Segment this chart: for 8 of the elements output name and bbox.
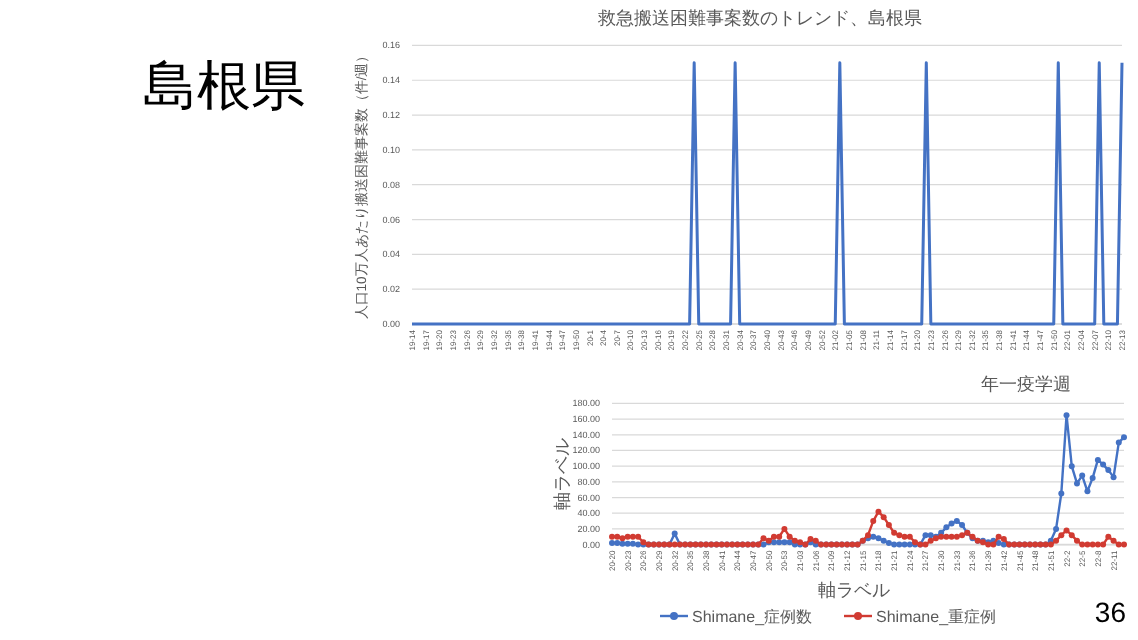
legend-label: Shimane_重症例 — [876, 608, 997, 626]
y-axis-title: 軸ラベル — [552, 438, 572, 510]
text: 36 — [1094, 596, 1127, 628]
legend-label: Shimane_症例数 — [692, 608, 813, 626]
x-axis-title: 年一疫学週 — [981, 374, 1071, 394]
x-axis-title: 軸ラベル — [818, 580, 890, 600]
text: 島根県 — [143, 56, 305, 116]
chart-title: 救急搬送困難事案数のトレンド、島根県 — [596, 8, 922, 28]
